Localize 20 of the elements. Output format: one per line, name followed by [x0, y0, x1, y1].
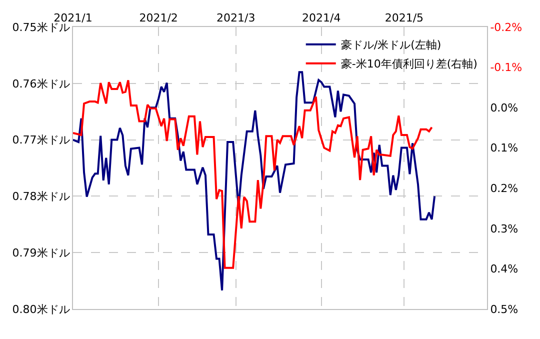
- legend-label: 豪ドル/米ドル(左軸): [340, 38, 442, 52]
- y-tick-label: 0.75米ドル: [12, 20, 70, 34]
- y-tick-label: 0.77米ドル: [12, 134, 70, 147]
- y-tick-label: 0.78米ドル: [12, 190, 70, 204]
- x-tick-label: 2021/4: [302, 12, 341, 25]
- x-tick-label: 2021/2: [139, 12, 178, 25]
- y2-tick-label: 0.4%: [490, 262, 518, 276]
- y2-tick-label: -0.2%: [490, 20, 522, 34]
- y2-tick-label: 0.0%: [490, 101, 518, 114]
- y2-tick-label: 0.1%: [490, 142, 518, 155]
- y2-tick-label: 0.5%: [490, 302, 518, 316]
- x-tick-label: 2021/5: [384, 12, 424, 25]
- x-tick-label: 2021/3: [216, 12, 256, 25]
- y2-tick-label: 0.2%: [490, 182, 518, 195]
- y2-tick-label: 0.3%: [490, 222, 518, 236]
- y-tick-label: 0.79米ドル: [12, 246, 70, 260]
- legend-label: 豪-米10年債利回り差(右軸): [340, 58, 478, 71]
- y-tick-label: 0.80米ドル: [12, 302, 70, 316]
- y-tick-label: 0.76米ドル: [12, 77, 70, 90]
- y2-tick-label: -0.1%: [490, 61, 522, 74]
